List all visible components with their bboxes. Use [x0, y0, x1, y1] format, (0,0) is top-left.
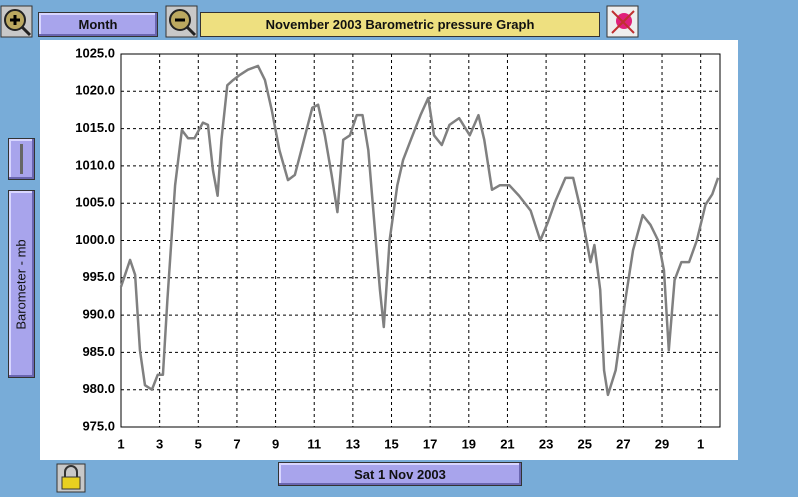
chart: 975.0 980.0 985.0 990.0 995.0 1000.0 1005.0 101…	[40, 40, 738, 460]
lock-button[interactable]	[56, 463, 86, 493]
side-button-bar	[20, 144, 23, 174]
date-button[interactable]: Sat 1 Nov 2003	[278, 462, 522, 486]
period-button[interactable]: Month	[38, 12, 158, 37]
plot-frame	[120, 53, 721, 428]
x-tick-label: 9	[272, 436, 279, 451]
y-tick-label: 975.0	[82, 418, 115, 433]
y-tick-label: 985.0	[82, 344, 115, 359]
x-tick-label: 27	[616, 436, 630, 451]
x-tick-label: 11	[307, 436, 321, 451]
x-tick-label: 21	[500, 436, 514, 451]
zoom-out-button[interactable]	[165, 5, 198, 38]
x-tick-label: 7	[233, 436, 240, 451]
x-tick-label: 1	[697, 436, 704, 451]
x-tick-label: 5	[195, 436, 202, 451]
y-tick-label: 980.0	[82, 381, 115, 396]
y-tick-label: 1000.0	[75, 232, 115, 247]
x-tick-label: 17	[423, 436, 437, 451]
y-axis-label-box: Barometer - mb	[8, 190, 35, 378]
side-button[interactable]	[8, 138, 35, 180]
x-tick-label: 25	[578, 436, 592, 451]
graph-title: November 2003 Barometric pressure Graph	[200, 12, 600, 37]
pressure-line	[119, 64, 720, 397]
x-tick-label: 29	[655, 436, 669, 451]
zoom-in-button[interactable]	[0, 5, 33, 38]
settings-icon[interactable]	[606, 5, 639, 38]
x-tick-label: 15	[384, 436, 398, 451]
y-tick-label: 1010.0	[75, 157, 115, 172]
y-tick-label: 1005.0	[75, 195, 115, 210]
y-tick-label: 995.0	[82, 269, 115, 284]
y-tick-label: 1020.0	[75, 83, 115, 98]
y-tick-label: 990.0	[82, 307, 115, 322]
y-tick-label: 1015.0	[75, 120, 115, 135]
y-tick-label: 1025.0	[75, 45, 115, 60]
y-axis-label: Barometer - mb	[14, 238, 29, 330]
x-tick-label: 13	[346, 436, 360, 451]
x-tick-label: 19	[462, 436, 476, 451]
x-tick-label: 3	[156, 436, 163, 451]
x-tick-label: 1	[117, 436, 124, 451]
x-tick-label: 23	[539, 436, 553, 451]
